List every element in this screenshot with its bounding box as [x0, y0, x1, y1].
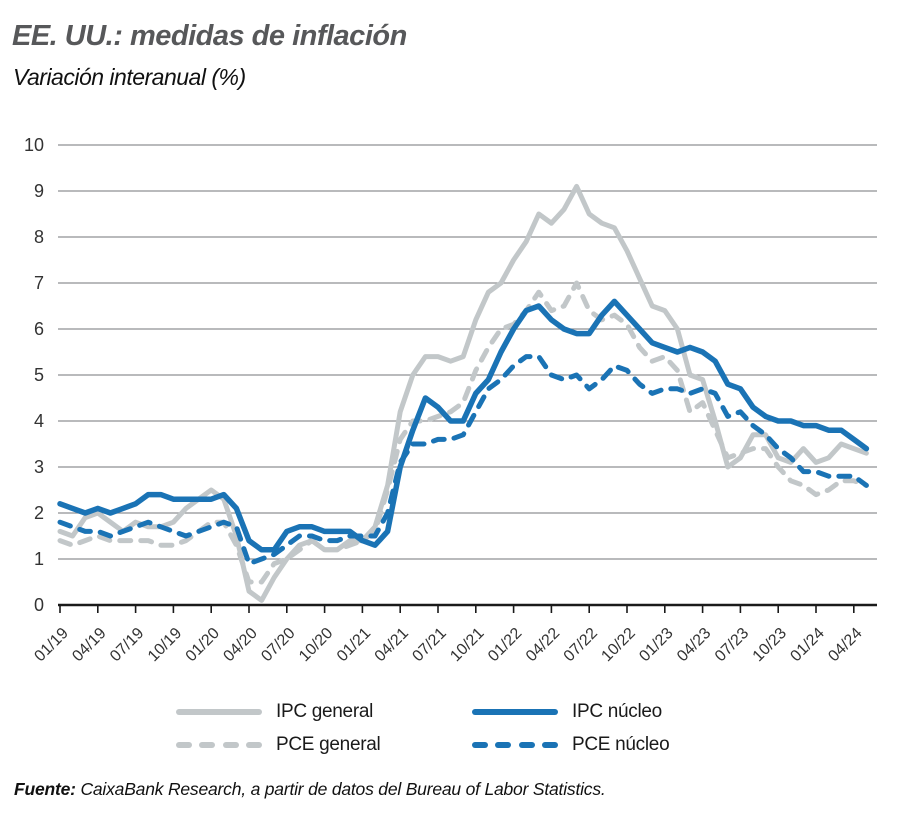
x-tick-label: 10/22: [598, 625, 638, 665]
legend-column-right: IPC núcleo PCE núcleo: [472, 700, 724, 757]
y-tick-label: 0: [34, 595, 44, 615]
legend-item-pce-general: PCE general: [176, 733, 428, 757]
series-ipc-general: [57, 183, 869, 603]
ipc-general-line-swatch-icon: [176, 709, 262, 715]
x-tick-label: 01/24: [787, 625, 827, 665]
x-tick-label: 01/21: [334, 625, 374, 665]
source-label: Fuente:: [14, 779, 76, 799]
series-ipc-nucleo: [57, 298, 870, 553]
x-tick-label: 10/23: [750, 625, 790, 665]
legend: IPC general PCE general IPC núcleo PCE n…: [0, 700, 900, 757]
y-tick-label: 3: [34, 457, 44, 477]
y-tick-label: 8: [34, 227, 44, 247]
y-tick-label: 4: [34, 411, 44, 431]
x-tick-label: 01/22: [485, 625, 525, 665]
legend-item-pce-nucleo: PCE núcleo: [472, 733, 724, 757]
x-tick-label: 07/23: [712, 625, 752, 665]
ipc-nucleo-line-swatch-icon: [472, 709, 558, 715]
legend-label: PCE núcleo: [572, 734, 670, 755]
x-tick-label: 07/22: [561, 625, 601, 665]
y-tick-label: 9: [34, 181, 44, 201]
series-pce-general: [57, 280, 869, 585]
page-subtitle: Variación interanual (%): [13, 64, 246, 90]
y-tick-label: 7: [34, 273, 44, 293]
x-tick-label: 07/19: [107, 625, 147, 665]
legend-item-ipc-nucleo: IPC núcleo: [472, 700, 724, 724]
pce-nucleo-dashed-swatch-icon: [472, 742, 558, 748]
x-tick-label: 04/21: [372, 625, 412, 665]
x-tick-label: 01/23: [636, 625, 676, 665]
x-tick-label: 10/19: [145, 625, 185, 665]
x-tick-label: 04/23: [674, 625, 714, 665]
legend-item-ipc-general: IPC general: [176, 700, 428, 724]
x-tick-label: 04/22: [523, 625, 563, 665]
x-tick-label: 04/24: [825, 625, 865, 665]
inflation-line-chart: 01234567891001/1904/1907/1910/1901/2004/…: [24, 135, 877, 665]
x-tick-label: 04/19: [69, 625, 109, 665]
x-tick-label: 10/21: [447, 625, 487, 665]
page-title: EE. UU.: medidas de inflación: [12, 20, 407, 52]
legend-label: PCE general: [276, 734, 381, 755]
x-tick-label: 01/19: [31, 625, 71, 665]
source-note: Fuente: CaixaBank Research, a partir de …: [14, 779, 606, 800]
legend-label: IPC núcleo: [572, 701, 662, 722]
y-tick-label: 1: [34, 549, 44, 569]
x-tick-label: 07/21: [409, 625, 449, 665]
y-tick-label: 5: [34, 365, 44, 385]
pce-general-dashed-swatch-icon: [176, 742, 262, 748]
y-tick-label: 6: [34, 319, 44, 339]
x-tick-label: 10/20: [296, 625, 336, 665]
legend-label: IPC general: [276, 701, 374, 722]
series-pce-nucleo: [57, 354, 869, 567]
x-tick-label: 01/20: [183, 625, 223, 665]
y-tick-label: 2: [34, 503, 44, 523]
source-text: CaixaBank Research, a partir de datos de…: [75, 779, 606, 799]
legend-column-left: IPC general PCE general: [176, 700, 428, 757]
y-tick-label: 10: [24, 135, 44, 155]
x-tick-label: 07/20: [258, 625, 298, 665]
x-tick-label: 04/20: [220, 625, 260, 665]
